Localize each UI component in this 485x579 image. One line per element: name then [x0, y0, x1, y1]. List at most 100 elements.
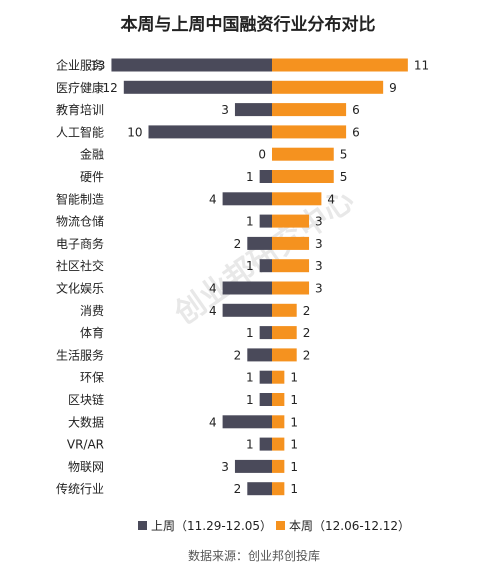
bar-this-week — [272, 259, 310, 273]
value-label-last-week: 1 — [246, 170, 254, 184]
source-note: 数据来源：创业邦创投库 — [188, 548, 320, 563]
legend-label: 上周（11.29-12.05） — [151, 519, 272, 533]
value-label-last-week: 10 — [127, 125, 142, 139]
value-label-this-week: 3 — [315, 259, 323, 273]
value-label-this-week: 2 — [303, 304, 311, 318]
category-label: 金融 — [80, 147, 104, 162]
category-label: 社区社交 — [56, 258, 104, 273]
category-label: 物流仓储 — [56, 214, 104, 229]
value-label-last-week: 1 — [246, 393, 254, 407]
value-label-last-week: 3 — [221, 460, 229, 474]
value-label-this-week: 1 — [290, 438, 298, 452]
value-label-this-week: 6 — [352, 125, 360, 139]
bar-this-week — [272, 326, 297, 340]
value-label-this-week: 2 — [303, 326, 311, 340]
bar-last-week — [234, 103, 272, 117]
value-label-last-week: 1 — [246, 326, 254, 340]
bar-last-week — [222, 303, 272, 317]
chart-title: 本周与上周中国融资行业分布对比 — [121, 14, 376, 35]
value-label-this-week: 5 — [340, 148, 348, 162]
legend: 上周（11.29-12.05） 本周（12.06-12.12） — [138, 519, 410, 533]
category-label: 环保 — [80, 371, 104, 385]
bar-last-week — [247, 482, 272, 496]
bar-last-week — [111, 58, 272, 72]
bar-last-week — [123, 80, 272, 94]
bar-this-week — [272, 415, 285, 429]
bar-this-week — [272, 103, 347, 117]
bar-this-week — [272, 370, 285, 384]
bar-this-week — [272, 437, 285, 451]
bar-last-week — [234, 459, 272, 473]
category-label: 企业服务 — [56, 58, 104, 73]
bar-last-week — [259, 326, 272, 340]
bar-this-week — [272, 58, 408, 72]
value-label-this-week: 1 — [290, 393, 298, 407]
category-label: 医疗健康 — [56, 80, 104, 95]
value-label-last-week: 1 — [246, 215, 254, 229]
value-label-this-week: 1 — [290, 460, 298, 474]
bar-this-week — [272, 303, 297, 317]
category-label: 区块链 — [68, 392, 104, 407]
value-label-last-week: 0 — [258, 148, 266, 162]
value-label-this-week: 6 — [352, 103, 360, 117]
value-label-last-week: 12 — [103, 81, 118, 95]
value-label-this-week: 5 — [340, 170, 348, 184]
legend-swatch — [138, 521, 147, 530]
category-label: 文化娱乐 — [56, 281, 104, 296]
bar-last-week — [222, 281, 272, 295]
value-label-last-week: 1 — [246, 259, 254, 273]
value-label-last-week: 3 — [221, 103, 229, 117]
category-label: 电子商务 — [56, 236, 104, 251]
value-label-last-week: 4 — [209, 282, 217, 296]
bar-last-week — [259, 259, 272, 273]
bar-this-week — [272, 125, 347, 139]
value-label-this-week: 9 — [389, 81, 397, 95]
bar-this-week — [272, 459, 285, 473]
bar-this-week — [272, 482, 285, 496]
category-label: 体育 — [80, 325, 104, 340]
legend-swatch — [276, 521, 285, 530]
category-label: 传统行业 — [56, 481, 104, 496]
bar-last-week — [247, 348, 272, 362]
bars-layer — [111, 58, 408, 496]
value-label-last-week: 2 — [234, 348, 242, 362]
bar-last-week — [259, 370, 272, 384]
legend-label: 本周（12.06-12.12） — [289, 519, 410, 533]
bar-last-week — [259, 170, 272, 183]
value-label-last-week: 2 — [234, 482, 242, 496]
bar-this-week — [272, 348, 297, 362]
bar-this-week — [272, 393, 285, 406]
value-label-this-week: 2 — [303, 348, 311, 362]
value-label-last-week: 1 — [246, 438, 254, 452]
bar-last-week — [148, 125, 272, 139]
category-label: 智能制造 — [56, 191, 104, 206]
value-label-last-week: 4 — [209, 304, 217, 318]
value-label-this-week: 1 — [290, 482, 298, 496]
value-label-last-week: 13 — [90, 59, 105, 73]
category-label: 硬件 — [80, 170, 104, 184]
value-label-this-week: 4 — [327, 192, 335, 206]
value-label-last-week: 2 — [234, 237, 242, 251]
bar-this-week — [272, 192, 322, 206]
value-label-this-week: 3 — [315, 215, 323, 229]
bar-this-week — [272, 80, 384, 94]
category-label: 大数据 — [68, 414, 104, 429]
category-label: 教育培训 — [56, 102, 104, 117]
bar-this-week — [272, 147, 334, 161]
bar-last-week — [259, 214, 272, 228]
bar-this-week — [272, 236, 310, 250]
category-label: VR/AR — [67, 438, 104, 452]
value-label-last-week: 4 — [209, 192, 217, 206]
bar-last-week — [222, 415, 272, 429]
bar-last-week — [222, 192, 272, 206]
value-label-this-week: 11 — [414, 59, 429, 73]
bar-last-week — [259, 393, 272, 406]
category-label: 人工智能 — [56, 124, 104, 139]
category-label: 物联网 — [68, 460, 104, 474]
value-label-this-week: 1 — [290, 415, 298, 429]
bar-this-week — [272, 170, 334, 183]
bar-this-week — [272, 281, 310, 295]
